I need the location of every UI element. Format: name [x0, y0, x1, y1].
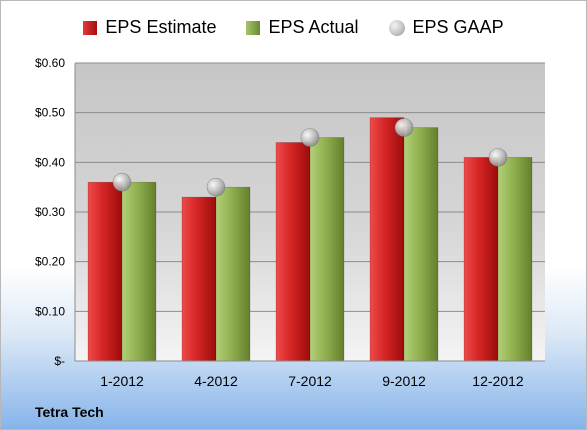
marker-eps-gaap	[300, 128, 320, 147]
marker-eps-gaap	[112, 172, 132, 192]
y-tick-label: $0.40	[35, 155, 65, 169]
legend-swatch-eps-gaap	[388, 19, 405, 36]
y-tick-label: $0.30	[35, 205, 65, 219]
legend-label-eps-actual: EPS Actual	[268, 17, 359, 37]
y-tick-label: $0.50	[35, 106, 65, 120]
marker-eps-gaap	[488, 148, 508, 167]
y-tick-label: $0.60	[35, 56, 65, 70]
x-tick-label: 7-2012	[288, 373, 332, 389]
chart-legend: EPS Estimate EPS Actual EPS GAAP	[1, 17, 586, 38]
bar-eps-estimate	[87, 181, 123, 362]
marker-eps-gaap	[394, 118, 414, 137]
x-tick-label: 9-2012	[382, 373, 426, 389]
x-tick-label: 4-2012	[194, 373, 238, 389]
bar-eps-estimate	[181, 196, 217, 362]
y-tick-label: $0.20	[35, 255, 65, 269]
y-tick-label: $-	[54, 354, 65, 368]
legend-swatch-eps-actual	[246, 20, 261, 35]
legend-item-eps-actual: EPS Actual	[246, 17, 359, 38]
legend-item-eps-gaap: EPS GAAP	[388, 17, 504, 38]
y-tick-label: $0.10	[35, 304, 65, 318]
legend-swatch-eps-estimate	[83, 20, 98, 35]
legend-label-eps-estimate: EPS Estimate	[105, 17, 217, 37]
marker-eps-gaap	[206, 177, 226, 197]
bar-eps-estimate	[369, 117, 405, 362]
bar-eps-actual	[403, 127, 439, 362]
bar-eps-actual	[497, 157, 533, 362]
legend-item-eps-estimate: EPS Estimate	[83, 17, 216, 38]
legend-label-eps-gaap: EPS GAAP	[412, 17, 504, 37]
bar-eps-actual	[309, 137, 345, 362]
bar-eps-estimate	[275, 142, 311, 362]
x-tick-label: 1-2012	[100, 373, 144, 389]
bar-eps-estimate	[463, 157, 499, 362]
company-name: Tetra Tech	[35, 404, 104, 420]
bar-eps-actual	[121, 181, 157, 362]
bar-eps-actual	[215, 186, 251, 362]
x-tick-label: 12-2012	[472, 373, 524, 389]
